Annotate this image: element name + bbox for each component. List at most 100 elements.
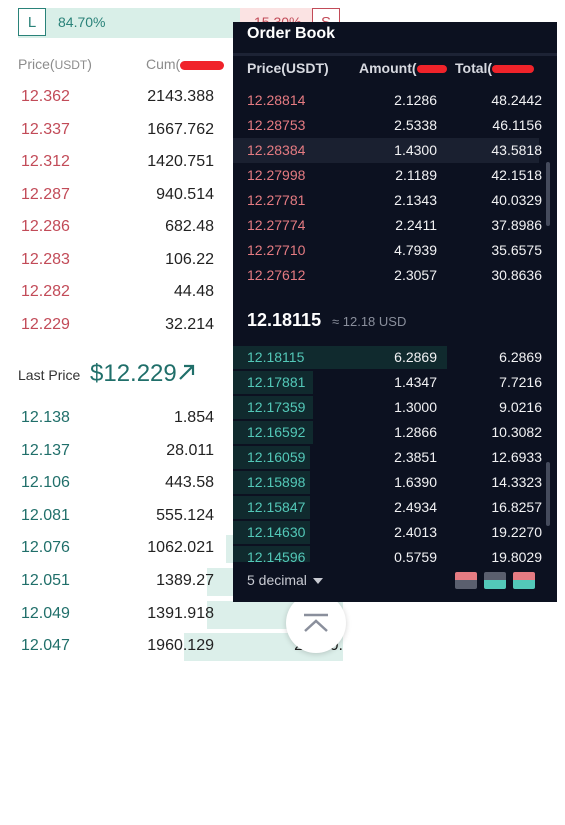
- popup-bid-row[interactable]: 12.18115 6.2869 6.2869: [233, 345, 542, 370]
- ask-cum: 44.48: [173, 283, 214, 300]
- popup-ask-row[interactable]: 12.27612 2.3057 30.8636: [233, 263, 542, 288]
- last-price: Last Price $12.229: [18, 360, 248, 392]
- bid-cum: 1389.27: [156, 572, 214, 589]
- popup-price-header: Price(USDT): [247, 60, 329, 76]
- popup-ask-price: 12.28814: [247, 92, 306, 108]
- ask-cum: 32.214: [165, 315, 214, 333]
- ask-price: 12.283: [21, 250, 70, 268]
- depth-bar: [233, 446, 310, 469]
- popup-ask-amount: 2.1189: [395, 167, 437, 183]
- popup-bid-total: 19.8029: [491, 549, 542, 565]
- bid-cum: 28.011: [166, 441, 214, 459]
- popup-bid-amount: 2.4934: [394, 499, 437, 515]
- popup-bid-total: 7.7216: [499, 374, 542, 390]
- depth-bar: [233, 471, 310, 494]
- popup-bid-price: 12.14630: [247, 524, 306, 540]
- popup-bid-amount: 1.4347: [394, 374, 437, 390]
- popup-ask-amount: 4.7939: [394, 242, 437, 258]
- bid-price: 12.081: [21, 506, 70, 524]
- ask-row[interactable]: 12.229 32.214: [18, 310, 343, 342]
- cum-column-header: Cum(: [146, 56, 225, 72]
- popup-divider: [233, 53, 557, 56]
- bid-price: 12.137: [21, 441, 70, 459]
- depth-bar: [233, 421, 313, 444]
- popup-bid-row[interactable]: 12.17881 1.4347 7.7216: [233, 370, 542, 395]
- popup-bid-row[interactable]: 12.17359 1.3000 9.0216: [233, 395, 542, 420]
- popup-ask-amount: 2.5338: [394, 117, 437, 133]
- popup-bid-row[interactable]: 12.16059 2.3851 12.6933: [233, 445, 542, 470]
- popup-title: Order Book: [247, 25, 336, 42]
- popup-bid-total: 16.8257: [491, 499, 542, 515]
- popup-amount-header: Amount(: [359, 60, 447, 76]
- ask-cum: 1667.762: [147, 120, 214, 138]
- popup-bid-total: 10.3082: [491, 424, 542, 440]
- popup-ask-price: 12.27781: [247, 192, 306, 208]
- popup-bid-total: 9.0216: [499, 399, 542, 415]
- popup-ask-price: 12.28753: [247, 117, 306, 133]
- popup-ask-row[interactable]: 12.27710 4.7939 35.6575: [233, 238, 542, 263]
- popup-bid-price: 12.14596: [247, 549, 306, 565]
- popup-ask-total: 48.2442: [491, 92, 542, 108]
- depth-bar: [233, 371, 313, 394]
- arrow-up-right-icon: [179, 364, 195, 380]
- redaction-mark: [416, 65, 447, 74]
- popup-bid-amount: 6.2869: [394, 349, 437, 365]
- view-both-button[interactable]: [513, 572, 535, 589]
- order-book-popup: Order Book Price(USDT) Amount( Total( 12…: [233, 22, 557, 602]
- popup-bid-price: 12.17881: [247, 374, 306, 390]
- price-header-label: Price: [18, 56, 50, 72]
- long-ratio-fill: [18, 8, 240, 38]
- bid-price: 12.076: [21, 539, 70, 557]
- mid-price-usd: ≈ 12.18 USD: [332, 314, 407, 329]
- popup-ask-amount: 2.1286: [394, 92, 437, 108]
- depth-bar: [233, 496, 310, 519]
- popup-ask-row[interactable]: 12.27781 2.1343 40.0329: [233, 188, 542, 213]
- depth-bar: [233, 521, 310, 544]
- bid-price: 12.049: [21, 604, 70, 622]
- view-asks-only-button[interactable]: [455, 572, 477, 589]
- popup-bid-total: 12.6933: [491, 449, 542, 465]
- popup-bid-total: 6.2869: [499, 349, 542, 365]
- popup-mid-price: 12.18115 ≈ 12.18 USD: [233, 296, 557, 344]
- redaction-mark: [180, 60, 225, 70]
- popup-bid-row[interactable]: 12.14630 2.4013 19.2270: [233, 520, 542, 545]
- ask-cum: 682.48: [165, 218, 214, 235]
- popup-bid-row[interactable]: 12.15898 1.6390 14.3323: [233, 470, 542, 495]
- popup-ask-row[interactable]: 12.28814 2.1286 48.2442: [233, 88, 542, 113]
- bid-cum: 1.854: [173, 409, 214, 426]
- popup-ask-row[interactable]: 12.28753 2.5338 46.1156: [233, 113, 542, 138]
- popup-bid-total: 19.2270: [491, 524, 542, 540]
- popup-footer: 5 decimal: [233, 562, 557, 602]
- popup-ask-amount: 2.2411: [395, 217, 437, 233]
- ask-price: 12.282: [21, 283, 70, 300]
- bid-row[interactable]: 12.138 1.854: [18, 403, 343, 435]
- price-header-unit: USDT: [54, 58, 88, 72]
- scroll-to-top-button[interactable]: [286, 593, 346, 653]
- mid-price-value: 12.18115: [247, 310, 322, 330]
- decimal-selector[interactable]: 5 decimal: [247, 572, 323, 588]
- popup-scrollbar[interactable]: [546, 462, 550, 526]
- bid-cum: 443.58: [165, 474, 214, 492]
- popup-bid-amount: 2.3851: [394, 449, 437, 465]
- popup-ask-row[interactable]: 12.28384 1.4300 43.5818: [233, 138, 542, 163]
- popup-ask-price: 12.27710: [247, 242, 306, 258]
- popup-ask-amount: 2.1343: [394, 192, 437, 208]
- popup-bid-row[interactable]: 12.16592 1.2866 10.3082: [233, 420, 542, 445]
- ask-price: 12.286: [21, 218, 70, 235]
- ask-price: 12.287: [21, 185, 70, 203]
- popup-bid-price: 12.18115: [247, 349, 305, 365]
- popup-bid-amount: 1.3000: [394, 399, 437, 415]
- long-button[interactable]: L: [18, 8, 46, 36]
- popup-ask-price: 12.27998: [247, 167, 306, 183]
- last-price-label: Last Price: [18, 367, 81, 383]
- view-bids-only-button[interactable]: [484, 572, 506, 589]
- popup-ask-row[interactable]: 12.27998 2.1189 42.1518: [233, 163, 542, 188]
- popup-bid-price: 12.17359: [247, 399, 306, 415]
- popup-bid-row[interactable]: 12.15847 2.4934 16.8257: [233, 495, 542, 520]
- popup-ask-row[interactable]: 12.27774 2.2411 37.8986: [233, 213, 542, 238]
- bid-price: 12.138: [21, 409, 70, 426]
- ask-price: 12.229: [21, 315, 70, 333]
- cum-header-label: Cum(: [146, 56, 181, 72]
- popup-ask-amount: 2.3057: [394, 267, 437, 283]
- popup-scrollbar[interactable]: [546, 162, 550, 226]
